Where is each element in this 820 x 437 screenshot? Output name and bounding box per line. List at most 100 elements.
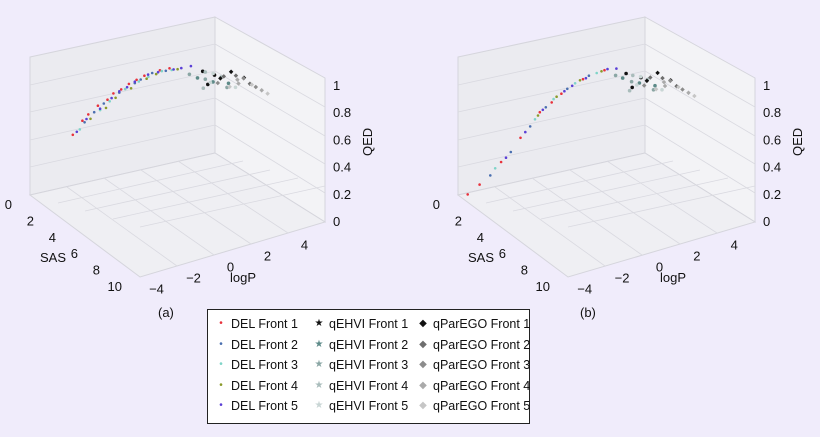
data-point [125, 85, 129, 89]
y-tick-label: 4 [301, 238, 308, 253]
legend-item: ◆ qParEGO Front 3 [417, 355, 532, 376]
panel-a-points [71, 64, 270, 137]
y-tick-label: −2 [186, 271, 201, 286]
data-point [519, 136, 522, 140]
panel-b-xlabel: SAS [468, 250, 494, 265]
data-point [208, 80, 213, 85]
legend-label: qParEGO Front 1 [433, 317, 531, 332]
data-point [123, 87, 127, 91]
data-point [201, 86, 206, 90]
legend-item: ◆ qParEGO Front 5 [417, 396, 532, 417]
data-point [180, 66, 183, 70]
z-tick-label: 1 [763, 78, 770, 93]
data-point [578, 79, 582, 82]
data-point [536, 114, 540, 117]
data-point [631, 73, 635, 78]
legend-marker-icon: • [219, 379, 223, 391]
z-tick-label: 0.4 [763, 160, 781, 175]
data-point [544, 106, 548, 109]
data-point [235, 77, 240, 82]
data-point [555, 95, 558, 98]
legend-label: DEL Front 4 [231, 378, 298, 393]
data-point [504, 156, 508, 159]
legend-label: qEHVI Front 5 [329, 399, 409, 414]
x-tick-label: 6 [71, 246, 78, 261]
legend-label: qEHVI Front 2 [329, 337, 409, 352]
legend-item: ★ qEHVI Front 2 [313, 335, 417, 356]
data-point [533, 118, 537, 121]
data-point [135, 78, 138, 82]
data-point [203, 70, 208, 74]
data-point [89, 117, 92, 121]
data-point [653, 83, 657, 88]
legend: • DEL Front 1 ★ qEHVI Front 1 ◆ qParEGO Front… [207, 309, 530, 424]
data-point [603, 68, 606, 72]
z-tick-label: 0.2 [333, 187, 351, 202]
legend-marker-icon: ◆ [419, 338, 427, 350]
z-tick-label: 0.2 [763, 187, 781, 202]
data-point [466, 193, 470, 196]
z-tick-label: 0.8 [763, 105, 781, 120]
data-point [541, 108, 545, 112]
legend-marker-icon: • [219, 318, 223, 330]
data-point [96, 104, 100, 107]
data-point [629, 79, 634, 84]
panel-b-zlabel: QED [790, 128, 805, 156]
data-point [129, 87, 133, 90]
legend-item: • DEL Front 2 [215, 335, 313, 356]
data-point [187, 72, 192, 77]
data-point [524, 130, 527, 134]
data-point [147, 75, 150, 79]
data-point [110, 96, 113, 100]
data-point [587, 74, 591, 77]
legend-marker-icon: ★ [314, 338, 324, 350]
data-point [127, 82, 131, 86]
data-point [92, 110, 96, 114]
data-point [78, 128, 82, 131]
data-point [75, 130, 79, 134]
y-tick-label: −2 [615, 271, 630, 286]
legend-item: • DEL Front 5 [215, 396, 313, 417]
data-point [203, 77, 208, 81]
data-point [660, 88, 664, 92]
legend-marker-icon: • [219, 400, 223, 412]
data-point [150, 71, 154, 75]
z-tick-label: 0 [763, 214, 770, 229]
x-tick-label: 6 [499, 246, 506, 261]
data-point [81, 119, 84, 122]
data-point [133, 80, 137, 83]
data-point [570, 84, 574, 88]
panel-b-floor [456, 152, 757, 278]
legend-marker-icon: ★ [314, 359, 324, 371]
x-tick-label: 10 [536, 279, 550, 294]
data-point [606, 67, 609, 71]
legend-marker-icon: ◆ [419, 400, 427, 412]
y-tick-label: 2 [693, 249, 700, 264]
data-point [112, 92, 115, 95]
data-point [615, 67, 618, 70]
legend-label: DEL Front 3 [231, 358, 298, 373]
legend-label: qEHVI Front 3 [329, 358, 409, 373]
data-point [600, 70, 603, 73]
data-point [538, 110, 542, 114]
data-point [168, 67, 171, 70]
data-point [114, 96, 117, 100]
y-tick-label: 0 [656, 260, 663, 275]
data-point [195, 76, 200, 80]
data-point [139, 78, 142, 81]
y-tick-label: 4 [731, 238, 738, 253]
legend-marker-icon: • [219, 359, 223, 371]
data-point [550, 101, 553, 104]
panel-b-ylabel: logP [660, 270, 686, 285]
data-point [226, 81, 231, 86]
x-tick-label: 2 [455, 213, 462, 228]
legend-label: DEL Front 5 [231, 399, 298, 414]
data-point [627, 88, 632, 93]
data-point [118, 90, 121, 93]
y-tick-label: 0 [227, 260, 234, 275]
data-point [624, 71, 628, 76]
x-tick-label: 2 [27, 213, 34, 228]
data-point [176, 67, 179, 71]
y-tick-label: −4 [577, 282, 592, 297]
